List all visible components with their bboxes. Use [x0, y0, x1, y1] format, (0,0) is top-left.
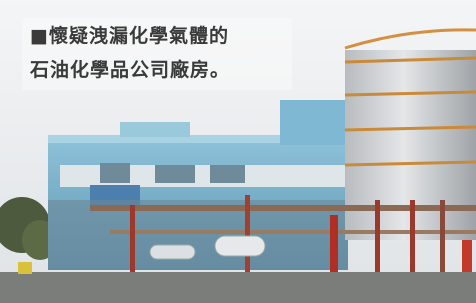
barrel	[18, 262, 32, 274]
pipe	[245, 195, 250, 275]
rooftop-block	[120, 122, 190, 137]
ground	[0, 272, 476, 303]
window	[100, 163, 130, 183]
beam	[110, 230, 476, 234]
horizontal-tank	[150, 245, 195, 259]
horizontal-tank	[215, 236, 265, 256]
caption-line: 石油化學品公司廠房。	[29, 58, 230, 81]
rooftop-block	[280, 100, 345, 145]
window	[155, 165, 195, 183]
caption-line: ■懷疑洩漏化學氣體的	[30, 24, 229, 47]
pipe	[130, 205, 135, 275]
window	[210, 165, 245, 183]
page: ■懷疑洩漏化學氣體的 石油化學品公司廠房。 (() => { const dat…	[0, 0, 476, 303]
photo: ■懷疑洩漏化學氣體的 石油化學品公司廠房。	[0, 0, 476, 303]
beam	[90, 205, 476, 211]
